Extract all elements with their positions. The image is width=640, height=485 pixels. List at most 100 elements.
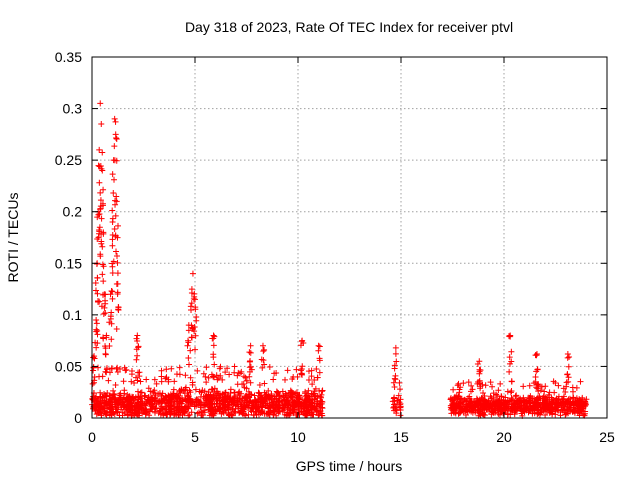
data-point	[105, 377, 112, 384]
data-point	[112, 201, 119, 208]
x-tick-label: 20	[496, 429, 512, 445]
data-point	[480, 397, 487, 404]
data-point	[187, 347, 194, 354]
data-point	[567, 401, 574, 408]
data-point	[158, 378, 165, 385]
data-point	[308, 373, 315, 380]
data-point	[93, 320, 100, 327]
data-point	[134, 332, 141, 339]
data-point	[210, 332, 217, 339]
data-point	[110, 190, 117, 197]
data-point	[94, 274, 101, 281]
data-point	[498, 393, 505, 400]
data-point	[311, 396, 318, 403]
data-point	[184, 342, 191, 349]
data-point	[111, 115, 118, 122]
data-point	[241, 404, 248, 411]
data-point	[93, 261, 100, 268]
data-point	[570, 388, 577, 395]
data-point	[189, 398, 196, 405]
data-point	[106, 393, 113, 400]
data-point	[460, 380, 467, 387]
data-point	[187, 374, 194, 381]
data-point	[298, 370, 305, 377]
data-point	[552, 380, 559, 387]
data-point	[203, 364, 210, 371]
data-point	[247, 398, 254, 405]
data-point	[108, 309, 115, 316]
data-point	[468, 408, 475, 415]
data-point	[127, 408, 134, 415]
data-point	[247, 342, 254, 349]
data-point	[250, 412, 257, 419]
data-point	[227, 386, 234, 393]
data-point	[262, 392, 269, 399]
data-point	[117, 396, 124, 403]
data-point	[503, 403, 510, 410]
data-point	[558, 406, 565, 413]
data-point	[210, 351, 217, 358]
data-point	[113, 365, 120, 372]
data-point	[153, 380, 160, 387]
data-point	[96, 394, 103, 401]
data-point	[100, 310, 107, 317]
data-point	[533, 351, 540, 358]
data-point	[128, 378, 135, 385]
data-point	[581, 410, 588, 417]
data-point	[393, 410, 400, 417]
data-point	[395, 392, 402, 399]
data-point	[480, 411, 487, 418]
data-point	[217, 363, 224, 370]
data-point	[188, 300, 195, 307]
data-point	[537, 387, 544, 394]
data-point	[186, 411, 193, 418]
data-point	[213, 394, 220, 401]
data-point	[152, 397, 159, 404]
data-point	[139, 410, 146, 417]
data-point	[508, 387, 515, 394]
data-point	[186, 361, 193, 368]
data-point	[479, 406, 486, 413]
data-point	[576, 403, 583, 410]
data-point	[471, 402, 478, 409]
data-point	[487, 379, 494, 386]
data-point	[120, 378, 127, 385]
data-point	[185, 355, 192, 362]
data-point	[103, 365, 110, 372]
data-point	[216, 400, 223, 407]
data-point	[224, 365, 231, 372]
data-point	[396, 379, 403, 386]
data-point	[99, 243, 106, 250]
data-point	[447, 395, 454, 402]
data-point	[514, 404, 521, 411]
data-point	[160, 394, 167, 401]
data-point	[199, 412, 206, 419]
data-point	[93, 317, 100, 324]
data-point	[504, 398, 511, 405]
data-point	[103, 332, 110, 339]
data-point	[115, 304, 122, 311]
data-point	[192, 386, 199, 393]
data-point	[171, 396, 178, 403]
data-point	[134, 352, 141, 359]
data-point	[252, 405, 259, 412]
data-point	[510, 401, 517, 408]
data-point	[532, 352, 539, 359]
data-point	[526, 382, 533, 389]
data-point	[98, 121, 105, 128]
data-point	[93, 344, 100, 351]
data-point	[238, 390, 245, 397]
data-point	[577, 378, 584, 385]
data-point	[189, 270, 196, 277]
data-point	[315, 408, 322, 415]
data-point	[191, 328, 198, 335]
data-point	[116, 392, 123, 399]
data-point	[99, 202, 106, 209]
data-point	[176, 364, 183, 371]
data-point	[159, 397, 166, 404]
data-point	[462, 407, 469, 414]
data-point	[165, 399, 172, 406]
data-point	[506, 354, 513, 361]
data-point	[208, 371, 215, 378]
data-point	[247, 349, 254, 356]
